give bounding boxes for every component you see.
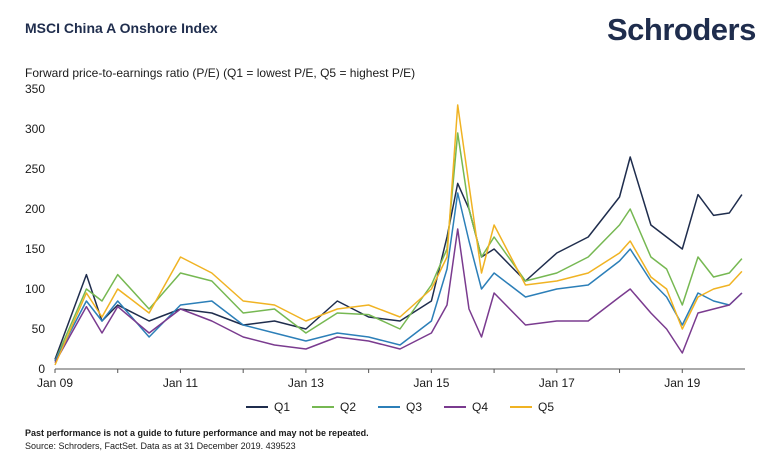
y-tick-label: 100 (25, 282, 45, 296)
source-note: Source: Schroders, FactSet. Data as at 3… (25, 441, 296, 451)
legend-label-q3: Q3 (406, 400, 422, 414)
legend-label-q4: Q4 (472, 400, 488, 414)
series-line-q3 (54, 192, 743, 362)
legend-label-q1: Q1 (274, 400, 290, 414)
y-tick-label: 50 (32, 322, 46, 336)
x-axis: Jan 09 Jan 11 Jan 13 Jan 15 Jan 17 Jan 19 (37, 368, 745, 390)
chart-title: MSCI China A Onshore Index (25, 20, 218, 36)
y-tick-label: 150 (25, 242, 45, 256)
series-line-q4 (54, 228, 743, 363)
chart-subtitle: Forward price-to-earnings ratio (P/E) (Q… (25, 66, 416, 80)
schroders-logo: Schroders (607, 12, 756, 47)
x-tick-label: Jan 11 (163, 376, 198, 390)
x-tick-label: Jan 17 (539, 376, 575, 390)
legend: Q1 Q2 Q3 Q4 Q5 (246, 400, 554, 414)
performance-disclaimer: Past performance is not a guide to futur… (25, 428, 369, 438)
x-tick-label: Jan 19 (664, 376, 700, 390)
legend-label-q5: Q5 (538, 400, 554, 414)
y-tick-label: 300 (25, 122, 45, 136)
y-axis: 0 50 100 150 200 250 300 350 (25, 82, 45, 376)
y-tick-label: 0 (38, 362, 45, 376)
y-tick-label: 350 (25, 82, 45, 96)
series-line-q2 (54, 132, 743, 362)
x-tick-label: Jan 13 (288, 376, 324, 390)
x-tick-label: Jan 09 (37, 376, 73, 390)
y-tick-label: 250 (25, 162, 45, 176)
y-tick-label: 200 (25, 202, 45, 216)
series-line-q5 (54, 104, 743, 366)
legend-label-q2: Q2 (340, 400, 356, 414)
x-tick-label: Jan 15 (413, 376, 449, 390)
series-lines (54, 104, 743, 366)
